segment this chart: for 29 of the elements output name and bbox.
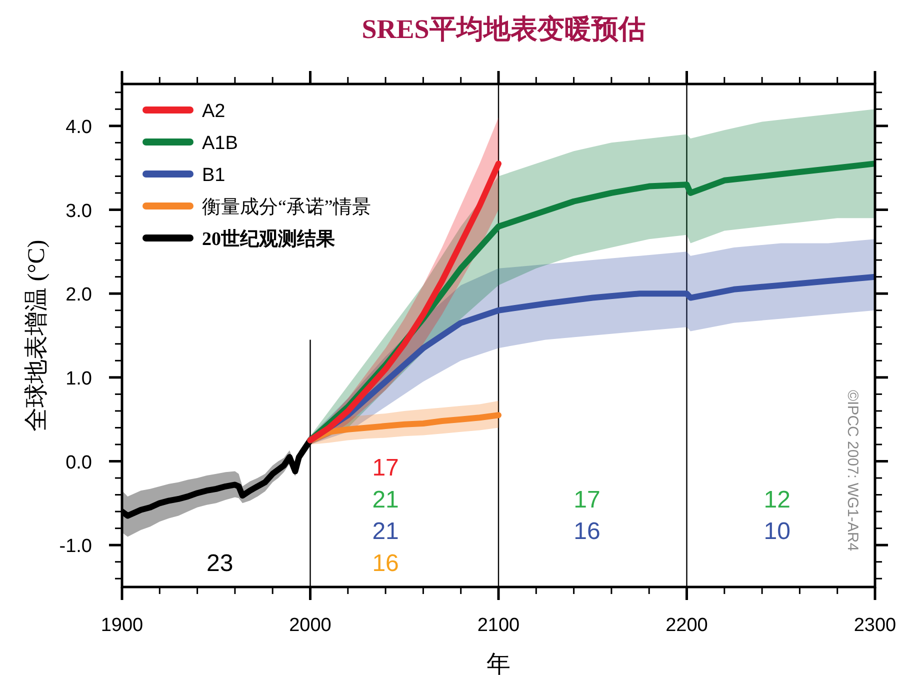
- legend-label: 衡量成分“承诺”情景: [202, 197, 371, 218]
- y-tick-label: -1.0: [59, 536, 92, 558]
- annotation: 17: [574, 486, 600, 514]
- legend-label: A2: [202, 101, 226, 122]
- legend-label: A1B: [202, 133, 238, 154]
- x-tick-label: 2100: [477, 615, 520, 636]
- y-tick-label: 4.0: [66, 116, 92, 138]
- x-tick-label: 1900: [100, 615, 144, 636]
- x-tick-label: 2300: [854, 615, 896, 636]
- y-tick-label: 0.0: [66, 452, 92, 474]
- annotation: 21: [372, 518, 399, 546]
- x-tick-label: 2000: [289, 615, 332, 636]
- annotation: 21: [372, 486, 399, 514]
- legend-label: B1: [202, 165, 226, 186]
- legend-label: 20世纪观测结果: [202, 228, 336, 250]
- annotation: 17: [372, 454, 399, 482]
- annotation: ©IPCC 2007: WG1-AR4: [844, 390, 861, 552]
- y-tick-label: 1.0: [66, 368, 92, 390]
- annotation: 12: [764, 486, 790, 514]
- x-axis-title: 年: [486, 652, 510, 675]
- y-tick-label: 2.0: [66, 284, 92, 306]
- y-tick-label: 3.0: [66, 200, 92, 222]
- y-axis-title: 全球地表增温 (°C): [24, 240, 50, 432]
- x-tick-label: 2200: [666, 615, 708, 636]
- annotation: 10: [764, 518, 790, 546]
- chart-title: SRES平均地表变暖预估: [362, 14, 646, 44]
- annotation: 23: [206, 550, 234, 578]
- annotation: 16: [574, 518, 600, 546]
- annotation: 16: [372, 550, 399, 578]
